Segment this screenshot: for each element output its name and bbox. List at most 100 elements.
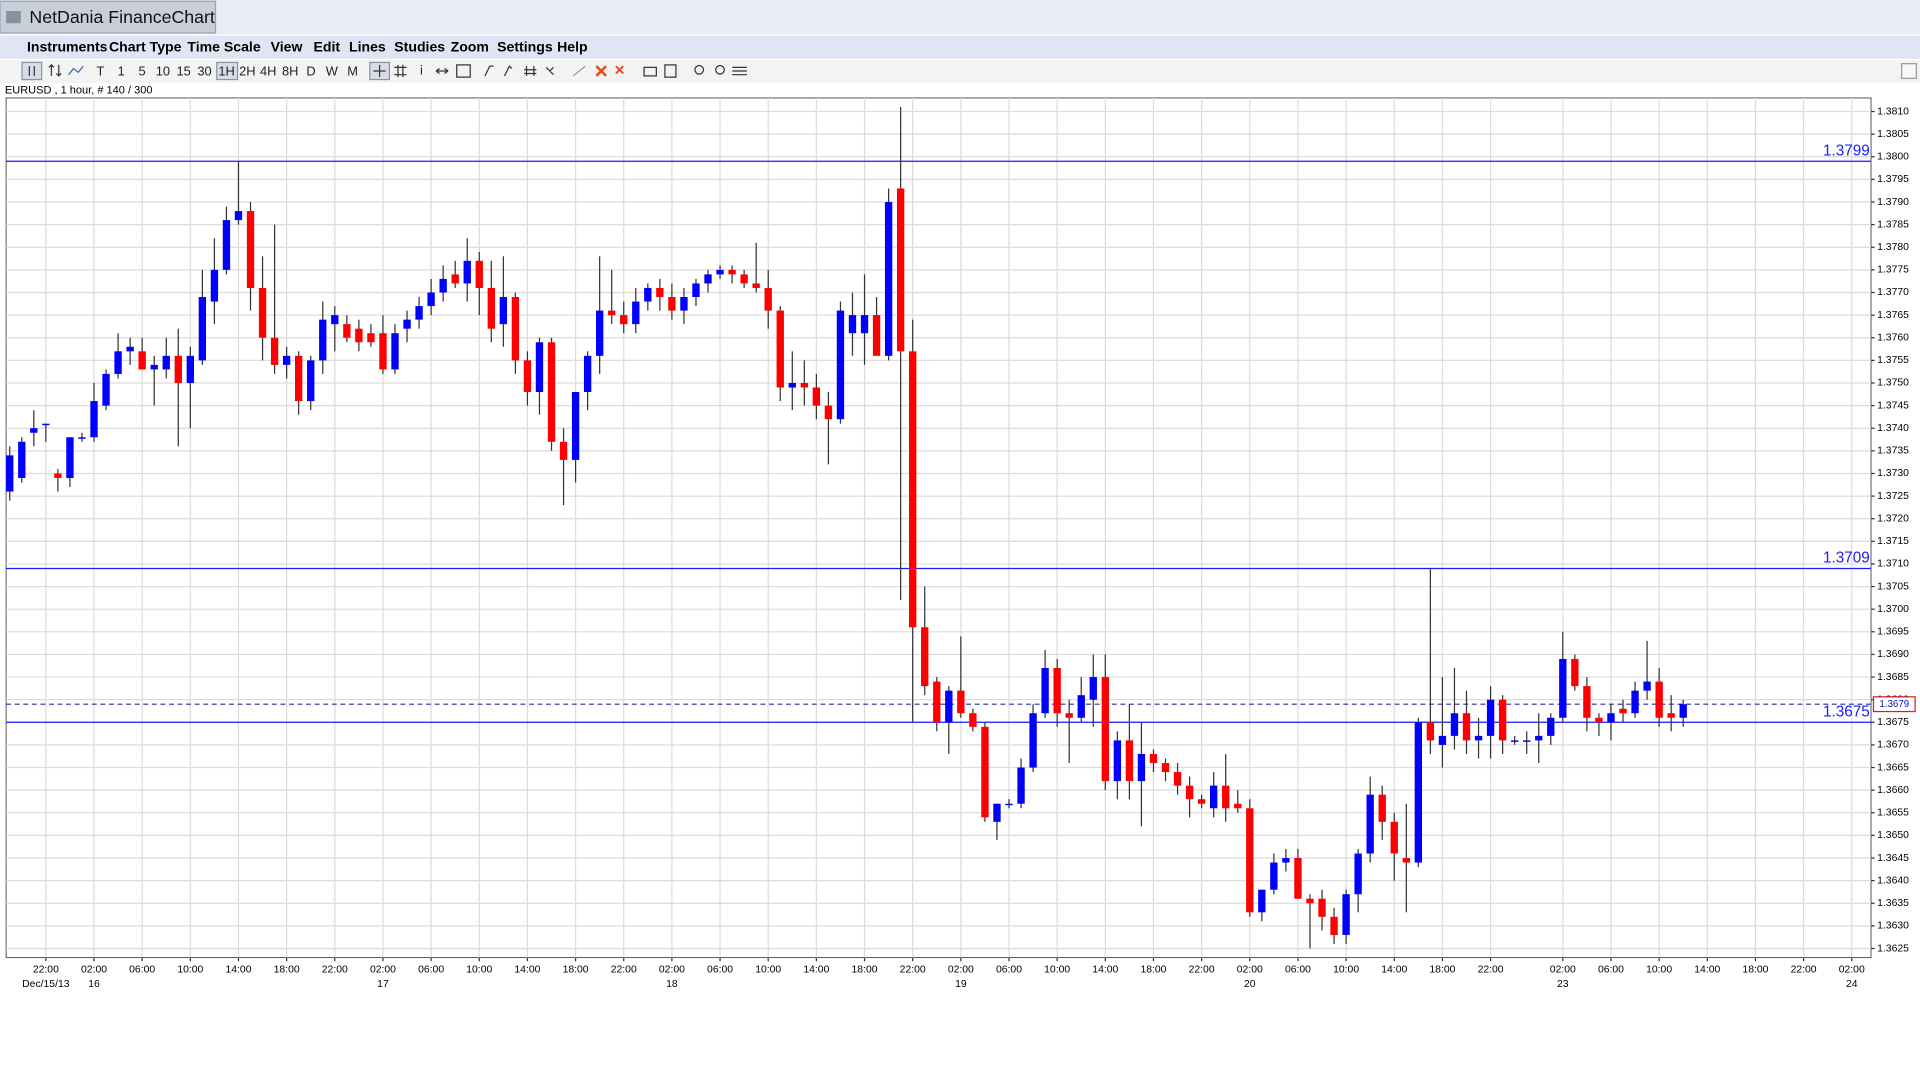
candle-body — [1137, 753, 1146, 782]
x-tick-label: 22:00 — [33, 965, 59, 976]
tool-icon-line[interactable] — [68, 65, 84, 76]
tool-icon-updown[interactable] — [48, 64, 62, 77]
candle-body — [945, 690, 953, 723]
tool-icon-fit[interactable] — [732, 66, 747, 76]
tool-icon-zoom-in[interactable] — [694, 64, 705, 75]
candle-body — [222, 220, 231, 270]
y-tick-label: 1.3795 — [1877, 174, 1909, 185]
tool-button-pause[interactable] — [21, 61, 43, 81]
x-tick-label: 14:00 — [1694, 965, 1720, 976]
candle-body — [1414, 722, 1423, 863]
timescale-button[interactable]: W — [326, 64, 339, 79]
timescale-button[interactable]: 2H — [239, 64, 255, 79]
x-tick-label: 02:00 — [1550, 965, 1576, 976]
timescale-button[interactable]: 5 — [138, 64, 145, 79]
candle-body — [487, 287, 495, 329]
candle-body — [788, 382, 796, 388]
title-tab[interactable] — [0, 0, 217, 34]
candle-body — [427, 292, 435, 307]
candle-body — [102, 373, 110, 406]
tool-icon-info[interactable]: i — [420, 62, 423, 77]
y-tick-label: 1.3685 — [1877, 672, 1909, 683]
corner-button[interactable] — [1901, 63, 1917, 79]
y-tick-label: 1.3635 — [1877, 898, 1909, 909]
menu-item[interactable]: View — [271, 38, 303, 54]
menu-item[interactable]: Chart Type — [109, 38, 182, 54]
candle-body — [884, 202, 893, 356]
tool-icon-print[interactable] — [643, 66, 657, 77]
candle-body — [764, 287, 772, 311]
candle-body — [282, 355, 291, 365]
chart: 1.3625 1.3630 1.3635 1.3640 1.3645 1.3650 1.36… — [6, 97, 1916, 990]
x-tick-label: 14:00 — [225, 965, 251, 976]
x-tick-label: 18:00 — [274, 965, 300, 976]
candle-body — [150, 364, 158, 370]
tool-icon-vol[interactable] — [456, 64, 471, 78]
candle-body — [307, 360, 315, 402]
candle-body — [1595, 717, 1603, 723]
candle-body — [921, 627, 929, 687]
timescale-button[interactable]: 1 — [118, 64, 125, 79]
x-tick-label: 10:00 — [466, 965, 492, 976]
candle-body — [114, 351, 122, 374]
x-tick-label: 18:00 — [852, 965, 878, 976]
tool-icon-delete-all[interactable] — [615, 65, 624, 75]
timescale-button[interactable]: D — [306, 64, 315, 79]
candle-body — [800, 382, 809, 388]
timescale-button[interactable]: 8H — [282, 64, 298, 79]
tool-icons-draw[interactable] — [484, 65, 554, 77]
candle-body — [1390, 821, 1398, 854]
timescale-button[interactable]: T — [96, 64, 104, 79]
candle-body — [969, 713, 977, 727]
candle-body — [391, 333, 399, 370]
y-tick-label: 1.3755 — [1877, 355, 1909, 366]
y-tick-label: 1.3765 — [1877, 310, 1909, 321]
candle-body — [54, 473, 62, 478]
y-tick-label: 1.3810 — [1877, 106, 1909, 117]
candle-body — [872, 315, 881, 356]
menu-item[interactable]: Lines — [349, 38, 386, 54]
menu-item[interactable]: Studies — [394, 38, 445, 54]
y-tick-label: 1.3785 — [1877, 219, 1909, 230]
menu-item[interactable]: Instruments — [27, 38, 108, 54]
menu-item[interactable]: Edit — [313, 38, 340, 54]
last-price-label: 1.3679 — [1879, 699, 1909, 710]
candle-body — [379, 333, 387, 370]
tool-icon-delete[interactable] — [595, 65, 607, 77]
timescale-button[interactable]: M — [347, 64, 358, 79]
y-tick-label: 1.3725 — [1877, 491, 1909, 502]
candle-body — [1258, 889, 1266, 913]
candle-body — [1523, 740, 1531, 742]
timescale-button[interactable]: 10 — [156, 64, 170, 79]
tool-icon-pan[interactable] — [435, 68, 449, 74]
timescale-button[interactable]: 4H — [260, 64, 276, 79]
menu-item[interactable]: Settings — [497, 38, 553, 54]
tool-icon-trend[interactable] — [572, 65, 586, 77]
y-tick-label: 1.3770 — [1877, 287, 1909, 298]
candle-body — [523, 360, 532, 393]
candle-body — [535, 342, 544, 393]
candle-body — [1234, 803, 1242, 809]
candle-body — [583, 355, 592, 393]
candle-body — [1655, 681, 1663, 718]
candle-body — [1619, 708, 1627, 714]
tool-icon-preview[interactable] — [664, 64, 677, 78]
x-tick-label: 06:00 — [1598, 965, 1624, 976]
candle-body — [1246, 808, 1254, 913]
timescale-button[interactable]: 15 — [177, 64, 191, 79]
horizontal-line-label: 1.3675 — [1823, 704, 1870, 721]
candle-body — [18, 441, 26, 478]
candle-body — [1113, 740, 1122, 782]
candle-body — [1017, 767, 1025, 804]
menu-item[interactable]: Help — [557, 38, 588, 54]
tool-icon-grid[interactable] — [394, 64, 407, 78]
timescale-button[interactable]: 30 — [197, 64, 211, 79]
timescale-button[interactable]: 1H — [218, 64, 234, 79]
menu-item[interactable]: Time Scale — [187, 38, 260, 54]
menu-item[interactable]: Zoom — [451, 38, 489, 54]
y-tick-label: 1.3675 — [1877, 717, 1909, 728]
horizontal-line-label: 1.3709 — [1823, 550, 1870, 567]
tool-button-selected[interactable] — [216, 61, 239, 81]
tool-icon-zoom-out[interactable] — [715, 64, 725, 75]
candle-body — [1306, 898, 1314, 904]
